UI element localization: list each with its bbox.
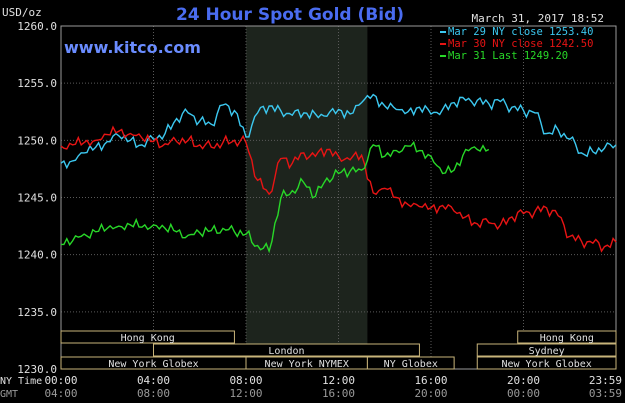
- y-axis-label: USD/oz: [2, 6, 42, 19]
- x-tick-label: 12:00: [229, 387, 262, 400]
- session-label: New York NYMEX: [265, 359, 349, 370]
- nymex-session-band: [246, 26, 368, 369]
- x-tick-label: 16:00: [414, 374, 447, 387]
- session-label: London: [268, 346, 304, 357]
- chart-timestamp: March 31, 2017 18:52: [472, 12, 604, 25]
- x-tick-label: 03:59: [589, 387, 622, 400]
- x-tick-label: 04:00: [44, 387, 77, 400]
- series-lines: [60, 93, 617, 254]
- session-label: New York Globex: [108, 359, 198, 370]
- y-tick-label: 1230.0: [17, 363, 57, 376]
- x-axis-row-label-ny: NY Time: [0, 376, 42, 387]
- legend-entry: Mar 30 NY close 1242.50: [448, 38, 593, 50]
- series-line: [60, 125, 617, 253]
- legend-entry: Mar 31 Last 1249.20: [448, 50, 568, 62]
- x-tick-label: 00:00: [44, 374, 77, 387]
- session-label: Hong Kong: [540, 333, 594, 344]
- session-label: Hong Kong: [121, 333, 175, 344]
- x-tick-label: 20:00: [507, 374, 540, 387]
- axes: 1260.0 1255.0 1250.0 1245.0 1240.0 1235.0 1230…: [0, 20, 622, 400]
- series-line: [60, 93, 617, 170]
- series-line: [61, 140, 490, 254]
- session-label: NY Globex: [384, 359, 438, 370]
- session-box: [476, 343, 617, 357]
- x-tick-label: 23:59: [589, 374, 622, 387]
- trading-sessions: Hong Kong London New York Globex New York N…: [60, 330, 617, 370]
- x-tick-label: 04:00: [137, 374, 170, 387]
- session-box: [153, 343, 420, 357]
- x-tick-label: 12:00: [322, 374, 355, 387]
- chart-title: 24 Hour Spot Gold (Bid): [176, 5, 404, 25]
- x-axis-row-label-gmt: GMT: [0, 389, 18, 400]
- watermark-url: www.kitco.com: [64, 38, 201, 57]
- x-tick-label: 00:00: [507, 387, 540, 400]
- session-label: New York Globex: [501, 359, 591, 370]
- legend-entry: Mar 29 NY close 1253.40: [448, 26, 593, 38]
- y-tick-label: 1245.0: [17, 192, 57, 205]
- session-box: [366, 356, 455, 370]
- plot-area: [60, 25, 617, 370]
- y-tick-label: 1260.0: [17, 20, 57, 33]
- session-box: [476, 356, 617, 370]
- y-tick-label: 1235.0: [17, 306, 57, 319]
- x-tick-label: 16:00: [322, 387, 355, 400]
- y-tick-label: 1255.0: [17, 77, 57, 90]
- session-box: [60, 330, 235, 344]
- y-tick-label: 1250.0: [17, 134, 57, 147]
- session-label: Sydney: [529, 346, 565, 357]
- x-tick-label: 20:00: [414, 387, 447, 400]
- y-tick-label: 1240.0: [17, 249, 57, 262]
- x-tick-label: 08:00: [229, 374, 262, 387]
- x-tick-label: 08:00: [137, 387, 170, 400]
- session-box: [517, 330, 617, 344]
